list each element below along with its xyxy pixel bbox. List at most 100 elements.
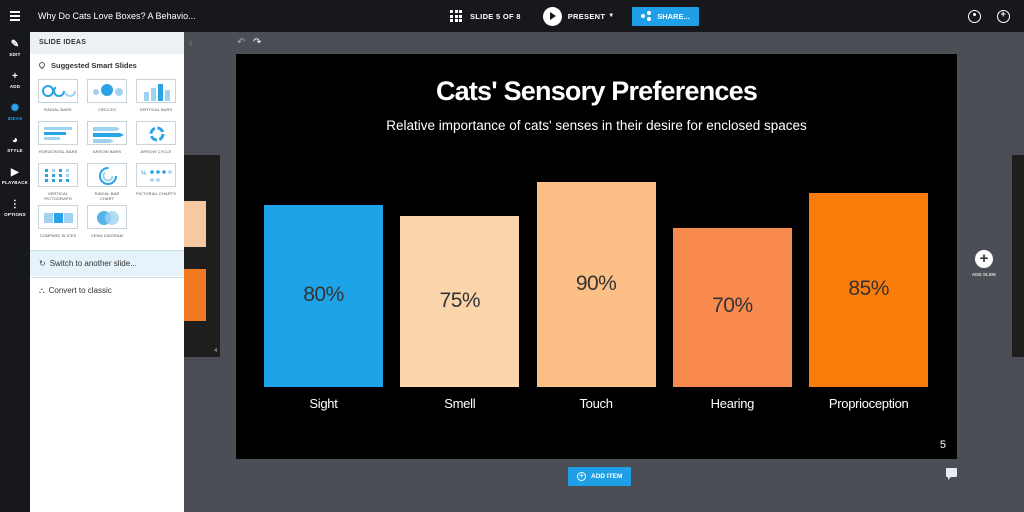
prev-slide-block: [184, 269, 206, 321]
bar-category-label: Sight: [309, 396, 338, 411]
rail-item-ideas[interactable]: ✺ IDEAS: [0, 96, 30, 128]
bar-category-label: Smell: [444, 396, 476, 411]
chevron-down-icon[interactable]: ▼: [608, 13, 615, 19]
suggested-label: Suggested Smart Slides: [51, 60, 137, 70]
rail-item-label: STYLE: [7, 148, 23, 153]
share-button-label: SHARE...: [657, 11, 690, 21]
rail-item-label: PLAYBACK: [1, 180, 29, 185]
prev-slide-block: [184, 201, 206, 247]
add-item-button[interactable]: + ADD ITEM: [568, 467, 632, 486]
chart-bar-sight[interactable]: 80%: [264, 204, 383, 387]
circles-thumbnail: [87, 79, 127, 103]
chart-bar-proprioception[interactable]: 85%: [809, 193, 929, 387]
add-slide-label: ADD SLIDE: [971, 272, 997, 277]
rail-item-playback[interactable]: ▶ PLAYBACK: [0, 160, 30, 192]
tile-vertical-pictograph[interactable]: VERTICAL PICTOGRAPH: [38, 163, 78, 201]
arrow-cycle-thumbnail: [136, 121, 176, 145]
tile-label: COMPARE SLICES: [39, 233, 77, 238]
document-title[interactable]: Why Do Cats Love Boxes? A Behavio...: [38, 11, 196, 21]
chart-bar-touch[interactable]: 90%: [536, 182, 656, 387]
vertical-pictograph-thumbnail: [38, 163, 78, 187]
svg-text:%: %: [141, 171, 147, 177]
slide-grid-icon[interactable]: [450, 10, 462, 22]
menu-icon[interactable]: [0, 0, 30, 32]
play-icon: ▶: [11, 167, 19, 178]
previous-slide-thumbnail[interactable]: 4: [184, 155, 220, 357]
slide-subtitle[interactable]: Relative importance of cats' senses in t…: [386, 118, 807, 133]
redo-icon[interactable]: ↷: [253, 37, 262, 48]
tile-label: RADIAL BAR CHART: [94, 191, 120, 201]
slide-ideas-panel: SLIDE IDEAS Suggested Smart Slides RADIA…: [30, 32, 184, 512]
tile-arrow-bars[interactable]: ARROW BARS: [87, 121, 127, 159]
tile-pictorial-charts[interactable]: % PICTORIAL CHARTS: [136, 163, 176, 201]
plus-icon: +: [975, 250, 993, 268]
switch-slide-button[interactable]: ↻ Switch to another slide...: [30, 250, 184, 276]
slide-canvas[interactable]: Cats' Sensory Preferences Relative impor…: [236, 54, 957, 459]
vertical-bars-thumbnail: [136, 79, 176, 103]
bar-category-label: Hearing: [710, 396, 755, 411]
convert-label: Convert to classic: [48, 286, 112, 295]
tile-label: ARROW CYCLE: [140, 149, 172, 154]
venn-diagram-thumbnail: [87, 205, 127, 229]
share-icon: [641, 11, 652, 21]
rail-item-options[interactable]: ⋮ OPTIONS: [0, 192, 30, 224]
tile-label: VERTICAL BARS: [139, 107, 173, 112]
bar-data-label: 85%: [848, 277, 889, 301]
chart-bar-hearing[interactable]: 70%: [672, 227, 792, 387]
present-button[interactable]: PRESENT: [567, 11, 606, 21]
rail-item-style[interactable]: ◕ STYLE: [0, 128, 30, 160]
tile-label: VENN DIAGRAM: [90, 233, 124, 238]
bar-data-label: 80%: [303, 282, 344, 306]
tile-label: RADIAL BARS: [44, 107, 72, 112]
smart-slide-tiles: RADIAL BARS CIRCLES VERTICAL BARS HORIZO…: [30, 76, 184, 243]
share-button[interactable]: SHARE...: [632, 6, 699, 26]
slide-title[interactable]: Cats' Sensory Preferences: [435, 76, 758, 106]
convert-to-classic-button[interactable]: ⛬ Convert to classic: [30, 277, 184, 303]
slide-counter[interactable]: SLIDE 5 OF 8: [470, 11, 521, 21]
tile-label: HORIZONTAL BARS: [38, 149, 78, 154]
tile-label: VERTICAL PICTOGRAPH: [44, 191, 72, 201]
panel-title: SLIDE IDEAS: [30, 32, 184, 54]
comment-icon[interactable]: [946, 468, 957, 480]
tile-horizontal-bars[interactable]: HORIZONTAL BARS: [38, 121, 78, 159]
bar-category-label: Touch: [579, 396, 613, 411]
top-center-controls: SLIDE 5 OF 8 PRESENT ▼ SHARE...: [450, 0, 699, 32]
compare-slices-thumbnail: [38, 205, 78, 229]
rail-item-label: OPTIONS: [4, 212, 26, 217]
tile-venn-diagram[interactable]: VENN DIAGRAM: [87, 205, 127, 243]
arrow-bars-thumbnail: [87, 121, 127, 145]
tile-radial-bar-chart[interactable]: RADIAL BAR CHART: [87, 163, 127, 201]
left-rail: ✎ EDIT + ADD ✺ IDEAS ◕ STYLE ▶ PLAYBACK …: [0, 32, 30, 512]
plus-icon: +: [11, 71, 19, 82]
switch-slide-label: Switch to another slide...: [49, 259, 137, 268]
next-slide-thumbnail[interactable]: [1012, 155, 1024, 357]
rail-item-label: ADD: [9, 84, 21, 89]
tile-radial-bars[interactable]: RADIAL BARS: [38, 79, 78, 117]
collapse-panel-icon[interactable]: ‹: [189, 38, 193, 49]
radial-bars-thumbnail: [38, 79, 78, 103]
comments-icon[interactable]: [997, 9, 1010, 23]
play-icon[interactable]: [542, 6, 562, 26]
tile-arrow-cycle[interactable]: ARROW CYCLE: [136, 121, 176, 159]
pictorial-charts-thumbnail: %: [136, 163, 176, 187]
edit-icon: ✎: [10, 39, 20, 50]
tile-label: CIRCLES: [97, 107, 117, 112]
top-bar: Why Do Cats Love Boxes? A Behavio... SLI…: [0, 0, 1024, 32]
rail-item-add[interactable]: + ADD: [0, 64, 30, 96]
radial-bar-chart-thumbnail: [87, 163, 127, 187]
bar-data-label: 70%: [712, 294, 753, 318]
tile-circles[interactable]: CIRCLES: [87, 79, 127, 117]
more-vertical-icon: ⋮: [9, 199, 21, 210]
slide-number: 5: [939, 439, 946, 451]
rail-item-edit[interactable]: ✎ EDIT: [0, 32, 30, 64]
tile-compare-slices[interactable]: COMPARE SLICES: [38, 205, 78, 243]
location-pin-icon: [37, 60, 47, 70]
bar-data-label: 90%: [575, 271, 617, 295]
rail-item-label: EDIT: [9, 52, 21, 57]
account-icon[interactable]: [968, 9, 981, 23]
rail-item-label: IDEAS: [7, 116, 23, 121]
chart-bar-smell[interactable]: 75%: [400, 216, 520, 387]
tile-vertical-bars[interactable]: VERTICAL BARS: [136, 79, 176, 117]
add-slide-button[interactable]: + ADD SLIDE: [970, 250, 998, 277]
undo-icon[interactable]: ↶: [237, 37, 246, 48]
